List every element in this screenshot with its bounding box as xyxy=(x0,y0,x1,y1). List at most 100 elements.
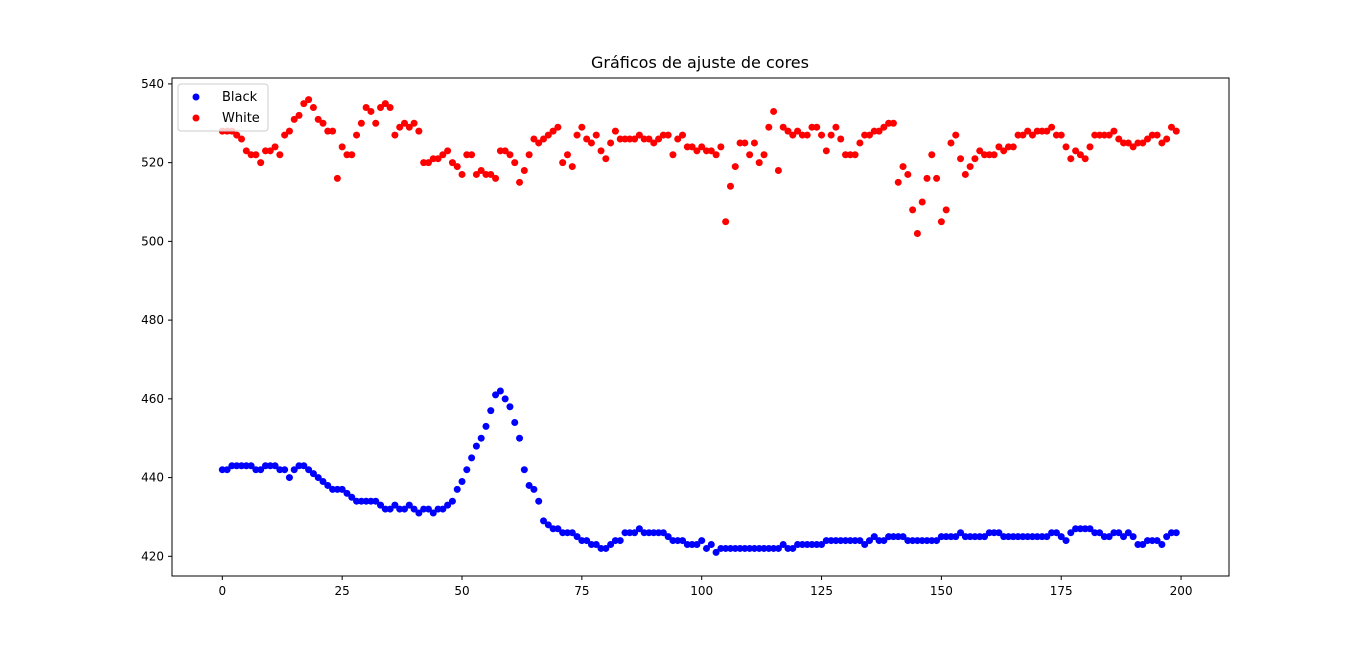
point-white xyxy=(400,119,408,127)
point-black xyxy=(472,442,480,450)
point-black xyxy=(750,544,758,552)
point-black xyxy=(966,533,974,541)
point-white xyxy=(1004,143,1012,151)
point-black xyxy=(492,391,500,399)
point-black xyxy=(976,533,984,541)
point-black xyxy=(544,521,552,529)
point-black xyxy=(889,533,897,541)
point-white xyxy=(333,174,341,182)
point-white xyxy=(396,123,404,131)
point-black xyxy=(549,525,557,533)
point-black xyxy=(655,529,663,537)
point-black xyxy=(324,481,332,489)
point-white xyxy=(822,147,830,155)
point-white xyxy=(1110,127,1118,135)
point-black xyxy=(309,470,317,478)
point-black xyxy=(645,529,653,537)
point-black xyxy=(813,541,821,549)
point-black xyxy=(228,462,236,470)
y-tick-label: 440 xyxy=(141,471,164,485)
point-white xyxy=(875,127,883,135)
point-black xyxy=(861,541,869,549)
point-black xyxy=(880,537,888,545)
point-white xyxy=(909,206,917,214)
point-black xyxy=(372,497,380,505)
point-black xyxy=(621,529,629,537)
point-black xyxy=(1067,529,1075,537)
point-white xyxy=(770,107,778,115)
point-black xyxy=(353,497,361,505)
point-black xyxy=(252,466,260,474)
chart-title: Gráficos de ajuste de cores xyxy=(591,53,809,72)
legend: Black White xyxy=(177,83,269,132)
point-black xyxy=(281,466,289,474)
point-white xyxy=(889,119,897,127)
point-black xyxy=(276,466,284,474)
point-black xyxy=(1110,529,1118,537)
point-white xyxy=(578,123,586,131)
point-white xyxy=(885,119,893,127)
point-white xyxy=(247,151,255,159)
point-white xyxy=(1115,135,1123,143)
point-white xyxy=(971,155,979,163)
point-white xyxy=(933,174,941,182)
point-black xyxy=(664,533,672,541)
point-black xyxy=(568,529,576,537)
point-white xyxy=(1091,131,1099,139)
point-black xyxy=(626,529,634,537)
point-black xyxy=(1024,533,1032,541)
point-white xyxy=(650,139,658,147)
point-black xyxy=(995,529,1003,537)
point-black xyxy=(314,474,322,482)
point-black xyxy=(530,485,538,493)
point-white xyxy=(1148,131,1156,139)
point-black xyxy=(961,533,969,541)
point-black xyxy=(218,466,226,474)
point-black xyxy=(803,541,811,549)
point-black xyxy=(463,466,471,474)
legend-marker-black xyxy=(192,93,200,101)
point-white xyxy=(266,147,274,155)
point-black xyxy=(770,544,778,552)
point-black xyxy=(698,537,706,545)
point-black xyxy=(760,544,768,552)
series-black xyxy=(218,387,1180,556)
point-white xyxy=(1105,131,1113,139)
y-tick-label: 500 xyxy=(141,234,164,248)
point-black xyxy=(348,493,356,501)
point-white xyxy=(305,96,313,104)
point-black xyxy=(798,541,806,549)
point-white xyxy=(1144,135,1152,143)
point-white xyxy=(329,127,337,135)
point-black xyxy=(789,544,797,552)
point-black xyxy=(1062,537,1070,545)
point-black xyxy=(1052,529,1060,537)
point-white xyxy=(525,151,533,159)
point-black xyxy=(942,533,950,541)
point-white xyxy=(918,198,926,206)
y-tick-label: 480 xyxy=(141,313,164,327)
point-black xyxy=(765,544,773,552)
point-black xyxy=(1096,529,1104,537)
point-black xyxy=(640,529,648,537)
point-white xyxy=(808,123,816,131)
point-white xyxy=(846,151,854,159)
point-white xyxy=(813,123,821,131)
point-black xyxy=(726,544,734,552)
point-black xyxy=(616,537,624,545)
point-white xyxy=(261,147,269,155)
point-black xyxy=(822,537,830,545)
point-black xyxy=(981,533,989,541)
point-black xyxy=(957,529,965,537)
point-white xyxy=(913,230,921,237)
point-white xyxy=(626,135,634,143)
point-white xyxy=(937,218,945,226)
point-white xyxy=(774,167,782,175)
point-white xyxy=(1081,155,1089,163)
point-black xyxy=(846,537,854,545)
point-white xyxy=(439,151,447,159)
point-white xyxy=(1062,143,1070,151)
point-black xyxy=(875,537,883,545)
point-white xyxy=(482,170,490,178)
point-white xyxy=(674,135,682,143)
